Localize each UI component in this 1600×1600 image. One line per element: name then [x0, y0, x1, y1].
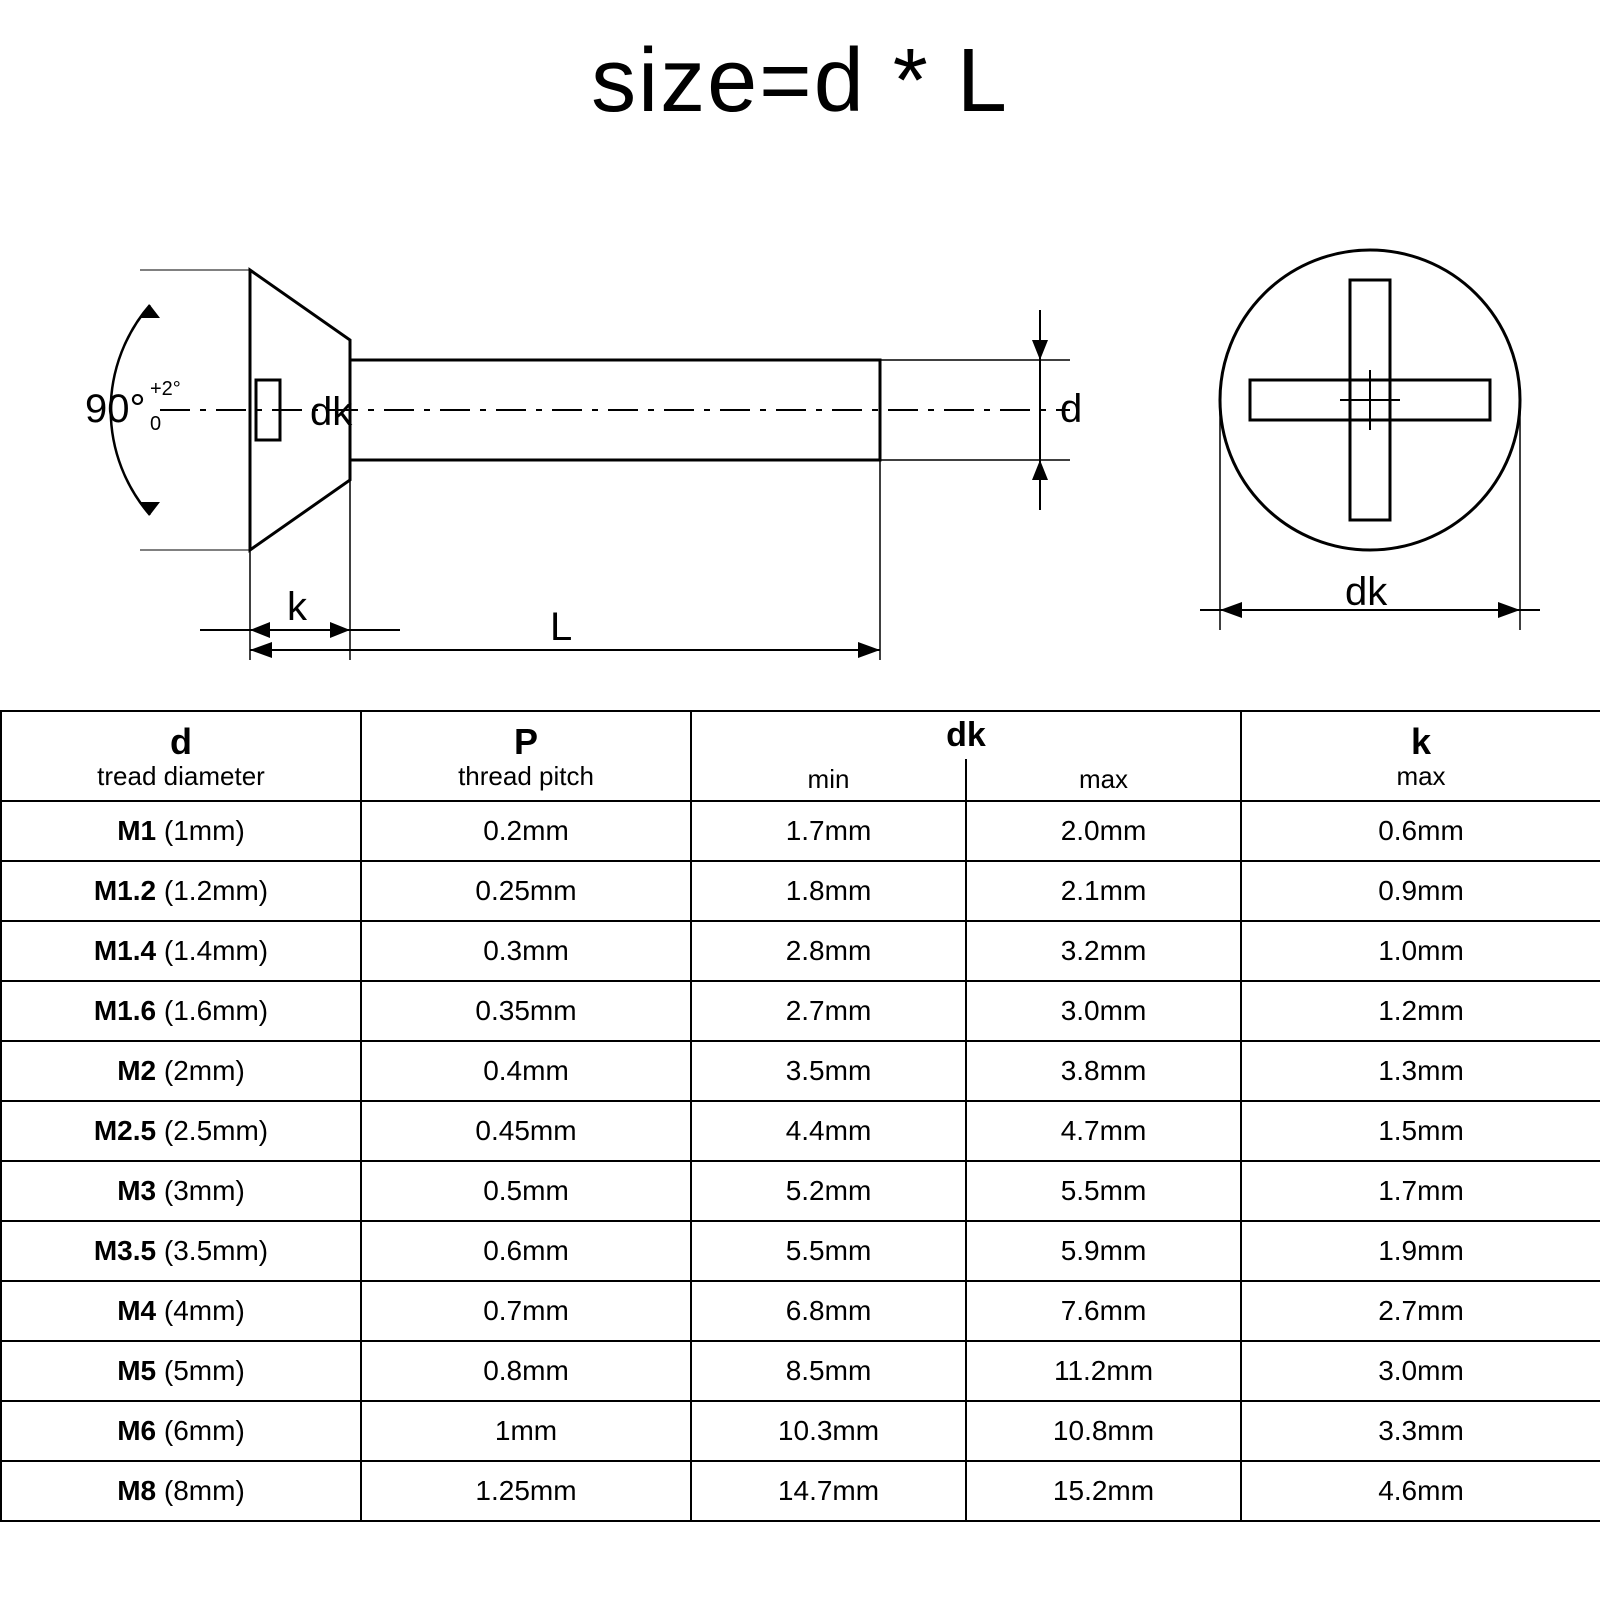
- cell-dk-max: 3.0mm: [966, 981, 1241, 1041]
- cell-dk-min: 1.7mm: [691, 801, 966, 861]
- cell-p: 0.45mm: [361, 1101, 691, 1161]
- cell-p: 0.8mm: [361, 1341, 691, 1401]
- cell-d: M1 (1mm): [1, 801, 361, 861]
- cell-p: 0.2mm: [361, 801, 691, 861]
- table-row: M4 (4mm)0.7mm6.8mm7.6mm2.7mm: [1, 1281, 1600, 1341]
- cell-k-max: 4.6mm: [1241, 1461, 1600, 1521]
- cell-k-max: 1.9mm: [1241, 1221, 1600, 1281]
- cell-dk-min: 10.3mm: [691, 1401, 966, 1461]
- cell-dk-max: 11.2mm: [966, 1341, 1241, 1401]
- cell-p: 0.3mm: [361, 921, 691, 981]
- cell-d: M1.2 (1.2mm): [1, 861, 361, 921]
- cell-dk-max: 5.5mm: [966, 1161, 1241, 1221]
- k-label: k: [287, 585, 308, 629]
- cell-p: 1.25mm: [361, 1461, 691, 1521]
- cell-d: M2 (2mm): [1, 1041, 361, 1101]
- cell-p: 0.7mm: [361, 1281, 691, 1341]
- cell-dk-min: 3.5mm: [691, 1041, 966, 1101]
- cell-dk-min: 2.8mm: [691, 921, 966, 981]
- cell-dk-min: 1.8mm: [691, 861, 966, 921]
- cell-d: M8 (8mm): [1, 1461, 361, 1521]
- table-row: M1.6 (1.6mm)0.35mm2.7mm3.0mm1.2mm: [1, 981, 1600, 1041]
- cell-dk-max: 10.8mm: [966, 1401, 1241, 1461]
- header-k: k max: [1241, 711, 1600, 801]
- cell-k-max: 1.0mm: [1241, 921, 1600, 981]
- cell-k-max: 1.7mm: [1241, 1161, 1600, 1221]
- screw-side-view: 90° +2° 0 dk d k L: [40, 190, 1140, 670]
- L-label: L: [550, 605, 572, 649]
- cell-dk-min: 14.7mm: [691, 1461, 966, 1521]
- angle-tol-upper: +2°: [150, 378, 181, 400]
- page-title: size=d * L: [0, 30, 1600, 133]
- table-row: M1 (1mm)0.2mm1.7mm2.0mm0.6mm: [1, 801, 1600, 861]
- cell-dk-min: 6.8mm: [691, 1281, 966, 1341]
- cell-dk-max: 2.1mm: [966, 861, 1241, 921]
- table-row: M1.4 (1.4mm)0.3mm2.8mm3.2mm1.0mm: [1, 921, 1600, 981]
- header-dk-min: min: [691, 759, 966, 801]
- angle-label: 90°: [85, 387, 146, 431]
- cell-dk-max: 4.7mm: [966, 1101, 1241, 1161]
- cell-k-max: 3.0mm: [1241, 1341, 1600, 1401]
- cell-k-max: 3.3mm: [1241, 1401, 1600, 1461]
- cell-d: M3 (3mm): [1, 1161, 361, 1221]
- cell-k-max: 0.6mm: [1241, 801, 1600, 861]
- cell-dk-min: 2.7mm: [691, 981, 966, 1041]
- table-body: M1 (1mm)0.2mm1.7mm2.0mm0.6mmM1.2 (1.2mm)…: [1, 801, 1600, 1521]
- cell-k-max: 2.7mm: [1241, 1281, 1600, 1341]
- cell-p: 0.25mm: [361, 861, 691, 921]
- cell-dk-max: 5.9mm: [966, 1221, 1241, 1281]
- dk-top-label: dk: [1345, 570, 1388, 614]
- cell-d: M4 (4mm): [1, 1281, 361, 1341]
- screw-top-view: dk: [1180, 190, 1560, 670]
- cell-k-max: 1.3mm: [1241, 1041, 1600, 1101]
- cell-p: 0.5mm: [361, 1161, 691, 1221]
- cell-p: 1mm: [361, 1401, 691, 1461]
- table-row: M1.2 (1.2mm)0.25mm1.8mm2.1mm0.9mm: [1, 861, 1600, 921]
- cell-k-max: 0.9mm: [1241, 861, 1600, 921]
- table-row: M8 (8mm)1.25mm14.7mm15.2mm4.6mm: [1, 1461, 1600, 1521]
- cell-d: M3.5 (3.5mm): [1, 1221, 361, 1281]
- header-p: P thread pitch: [361, 711, 691, 801]
- table-row: M3.5 (3.5mm)0.6mm5.5mm5.9mm1.9mm: [1, 1221, 1600, 1281]
- table-row: M3 (3mm)0.5mm5.2mm5.5mm1.7mm: [1, 1161, 1600, 1221]
- cell-dk-max: 15.2mm: [966, 1461, 1241, 1521]
- cell-k-max: 1.2mm: [1241, 981, 1600, 1041]
- cell-p: 0.4mm: [361, 1041, 691, 1101]
- cell-d: M1.6 (1.6mm): [1, 981, 361, 1041]
- table-row: M2 (2mm)0.4mm3.5mm3.8mm1.3mm: [1, 1041, 1600, 1101]
- page-root: size=d * L: [0, 0, 1600, 1600]
- cell-d: M2.5 (2.5mm): [1, 1101, 361, 1161]
- dk-side-label: dk: [310, 390, 353, 434]
- cell-dk-max: 3.8mm: [966, 1041, 1241, 1101]
- cell-dk-max: 2.0mm: [966, 801, 1241, 861]
- header-dk: dk: [691, 711, 1241, 759]
- table-row: M2.5 (2.5mm)0.45mm4.4mm4.7mm1.5mm: [1, 1101, 1600, 1161]
- cell-d: M6 (6mm): [1, 1401, 361, 1461]
- d-label: d: [1060, 387, 1082, 431]
- cell-dk-min: 5.5mm: [691, 1221, 966, 1281]
- cell-dk-max: 7.6mm: [966, 1281, 1241, 1341]
- cell-k-max: 1.5mm: [1241, 1101, 1600, 1161]
- table-row: M6 (6mm)1mm10.3mm10.8mm3.3mm: [1, 1401, 1600, 1461]
- cell-d: M1.4 (1.4mm): [1, 921, 361, 981]
- cell-dk-max: 3.2mm: [966, 921, 1241, 981]
- cell-p: 0.35mm: [361, 981, 691, 1041]
- spec-table: d tread diameter P thread pitch dk k max…: [0, 710, 1600, 1522]
- technical-diagram: 90° +2° 0 dk d k L: [0, 190, 1600, 670]
- cell-dk-min: 8.5mm: [691, 1341, 966, 1401]
- cell-dk-min: 5.2mm: [691, 1161, 966, 1221]
- table-header: d tread diameter P thread pitch dk k max…: [1, 711, 1600, 801]
- header-dk-max: max: [966, 759, 1241, 801]
- angle-tol-lower: 0: [150, 413, 161, 435]
- cell-d: M5 (5mm): [1, 1341, 361, 1401]
- cell-p: 0.6mm: [361, 1221, 691, 1281]
- table-row: M5 (5mm)0.8mm8.5mm11.2mm3.0mm: [1, 1341, 1600, 1401]
- cell-dk-min: 4.4mm: [691, 1101, 966, 1161]
- header-d: d tread diameter: [1, 711, 361, 801]
